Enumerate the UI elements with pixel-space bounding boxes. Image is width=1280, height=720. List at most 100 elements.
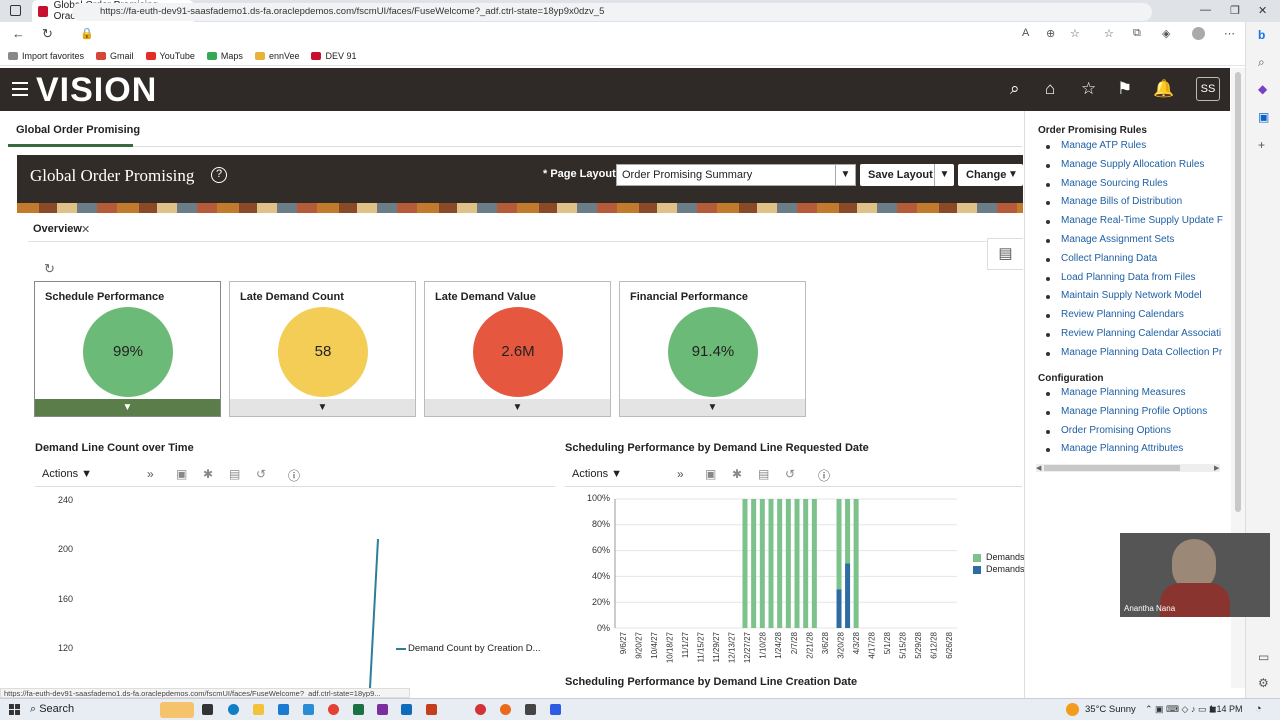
outlook-icon[interactable] — [401, 704, 412, 715]
schedule-performance-card[interactable]: Schedule Performance 99% ▼ — [34, 281, 221, 417]
onenote-icon[interactable] — [377, 704, 388, 715]
task-link[interactable]: Manage Assignment Sets — [1061, 234, 1175, 245]
vision-logo[interactable]: VISION — [36, 71, 158, 109]
favorite-dev91[interactable]: DEV 91 — [311, 51, 357, 61]
firefox-icon[interactable] — [500, 704, 511, 715]
favorite-import[interactable]: Import favorites — [8, 51, 84, 61]
mail-icon[interactable] — [303, 704, 314, 715]
minimize-icon[interactable]: — — [1200, 4, 1211, 16]
notifications-bell-icon[interactable]: 🔔 — [1153, 79, 1175, 98]
scroll-left-icon[interactable]: ◀ — [1036, 465, 1042, 472]
config-link[interactable]: Manage Planning Attributes — [1061, 443, 1184, 455]
chrome-icon[interactable] — [328, 704, 339, 715]
maximize-icon[interactable]: ❐ — [1230, 5, 1240, 17]
reset-icon[interactable]: ↺ — [256, 467, 267, 481]
app-icon[interactable] — [475, 704, 486, 715]
scroll-right-icon[interactable]: ▶ — [1214, 465, 1220, 472]
powerpoint-icon[interactable] — [426, 704, 437, 715]
favorite-youtube[interactable]: YouTube — [145, 51, 195, 61]
search-icon[interactable]: ⌕ — [1010, 79, 1020, 98]
task-link[interactable]: Manage Planning Data Collection Pr — [1061, 346, 1223, 358]
close-overview-icon[interactable]: ✕ — [81, 224, 91, 236]
save-layout-dropdown-icon[interactable]: ▼ — [934, 164, 954, 186]
url-field[interactable]: https://fa-euth-dev91-saasfademo1.ds-fa.… — [72, 3, 1152, 21]
user-avatar[interactable]: SS — [1196, 77, 1220, 101]
back-icon[interactable]: ← — [12, 26, 25, 41]
table-view-icon[interactable]: ▤ — [229, 467, 241, 481]
task-link[interactable]: Maintain Supply Network Model — [1061, 290, 1202, 302]
expand-chevron-icon[interactable]: ▼ — [425, 399, 610, 416]
personalize-icon[interactable]: ✱ — [203, 467, 214, 481]
table-view-icon[interactable]: ▤ — [758, 467, 770, 481]
taskbar-search[interactable]: ⌕ Search — [30, 703, 75, 715]
task-link[interactable]: Manage Supply Allocation Rules — [1061, 158, 1205, 170]
page-tab-global-order-promising[interactable]: Global Order Promising — [16, 124, 141, 136]
actions-menu[interactable]: Actions ▼ — [572, 468, 623, 480]
save-layout-button[interactable]: Save Layout ▼ — [860, 164, 954, 186]
task-view-icon[interactable] — [202, 704, 213, 715]
late-demand-count-card[interactable]: Late Demand Count 58 ▼ — [229, 281, 416, 417]
expand-chevron-icon[interactable]: ▼ — [620, 399, 805, 416]
help-icon[interactable]: ⓘ — [288, 469, 301, 483]
file-explorer-icon[interactable] — [253, 704, 264, 715]
actions-menu[interactable]: Actions ▼ — [42, 468, 93, 480]
config-link[interactable]: Manage Planning Measures — [1061, 387, 1186, 398]
notification-icon[interactable]: ◔ — [1255, 703, 1262, 715]
reload-icon[interactable]: ↻ — [42, 26, 53, 41]
search-highlight-icon[interactable] — [160, 702, 194, 718]
window-close-icon[interactable]: ✕ — [1258, 5, 1268, 17]
collections-icon[interactable]: ⧉ — [1133, 27, 1141, 39]
search-icon[interactable]: ⌕ — [1258, 55, 1265, 69]
late-demand-value-card[interactable]: Late Demand Value 2.6M ▼ — [424, 281, 611, 417]
favorite-gmail[interactable]: Gmail — [96, 51, 134, 61]
weather-text[interactable]: 35°C Sunny — [1085, 704, 1136, 715]
reset-icon[interactable]: ↺ — [785, 467, 796, 481]
tab-actions-icon[interactable] — [10, 5, 21, 16]
config-link[interactable]: Order Promising Options — [1061, 424, 1172, 436]
expand-chevron-icon[interactable]: ▼ — [230, 399, 415, 416]
save-icon[interactable]: ▣ — [705, 467, 717, 481]
favorites-icon[interactable]: ☆ — [1104, 28, 1114, 40]
more-menu-icon[interactable]: ⋯ — [1224, 28, 1235, 40]
tab-overview[interactable]: Overview — [33, 223, 82, 235]
clock[interactable]: 1:14 PM — [1209, 704, 1243, 714]
profile-icon[interactable] — [1192, 27, 1205, 40]
scroll-thumb[interactable] — [1044, 465, 1180, 471]
save-icon[interactable]: ▣ — [176, 467, 188, 481]
favorite-star-icon[interactable]: ☆ — [1070, 28, 1080, 40]
financial-performance-card[interactable]: Financial Performance 91.4% ▼ — [619, 281, 806, 417]
task-link[interactable]: Manage Sourcing Rules — [1061, 177, 1168, 189]
hamburger-menu-icon[interactable] — [12, 82, 28, 100]
refresh-icon[interactable]: ↻ — [44, 261, 55, 276]
weather-sun-icon[interactable] — [1066, 703, 1079, 716]
task-link[interactable]: Manage ATP Rules — [1061, 140, 1147, 151]
overflow-chevron-icon[interactable]: » — [147, 467, 154, 481]
add-icon[interactable]: + — [1258, 138, 1266, 152]
favorite-maps[interactable]: Maps — [206, 51, 243, 61]
store-icon[interactable] — [278, 704, 289, 715]
read-aloud-icon[interactable]: A — [1022, 27, 1030, 39]
help-icon[interactable]: ? — [211, 167, 227, 183]
lock-icon[interactable]: 🔒 — [80, 28, 94, 40]
outlook-icon[interactable]: ▣ — [1258, 110, 1270, 124]
task-link[interactable]: Manage Real-Time Supply Update F — [1061, 215, 1223, 227]
page-layout-select[interactable]: Order Promising Summary ▼ — [616, 164, 856, 186]
watchlist-flag-icon[interactable]: ⚑ — [1117, 79, 1133, 98]
scroll-thumb[interactable] — [1235, 72, 1241, 512]
task-link[interactable]: Manage Bills of Distribution — [1061, 196, 1183, 208]
personalize-icon[interactable]: ✱ — [732, 467, 743, 481]
tasks-panel-icon[interactable]: ▤ — [987, 238, 1023, 270]
copilot-icon[interactable]: ◆ — [1258, 82, 1268, 96]
change-button[interactable]: Change ▼ — [958, 164, 1023, 186]
favorites-star-icon[interactable]: ☆ — [1081, 79, 1097, 98]
config-link[interactable]: Manage Planning Profile Options — [1061, 405, 1208, 417]
extension-icon[interactable]: ◈ — [1162, 28, 1171, 40]
task-link[interactable]: Review Planning Calendar Associati — [1061, 328, 1222, 339]
overflow-chevron-icon[interactable]: » — [677, 467, 684, 481]
settings-gear-icon[interactable]: ⚙ — [1258, 676, 1269, 690]
task-link[interactable]: Review Planning Calendars — [1061, 309, 1184, 321]
expand-chevron-icon[interactable]: ▼ — [35, 399, 220, 416]
zoom-icon[interactable]: ⊕ — [1046, 28, 1056, 40]
bing-icon[interactable]: b — [1258, 28, 1266, 42]
chevron-down-icon[interactable]: ▼ — [835, 165, 855, 185]
